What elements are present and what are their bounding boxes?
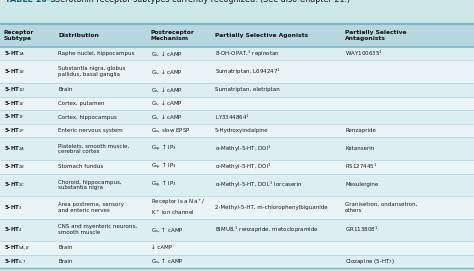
- Text: Brain: Brain: [58, 259, 73, 264]
- Text: G$_q$, ↑ IP$_3$: G$_q$, ↑ IP$_3$: [151, 179, 177, 191]
- Text: Cortex, hippocampus: Cortex, hippocampus: [58, 115, 117, 120]
- Text: G$_q$, ↑ IP$_3$: G$_q$, ↑ IP$_3$: [151, 161, 177, 172]
- Bar: [0, 255, 474, 268]
- Text: CNS and myenteric neurons,
smooth muscle: CNS and myenteric neurons, smooth muscle: [58, 224, 137, 235]
- Text: Platelets, smooth muscle,
cerebral cortex: Platelets, smooth muscle, cerebral corte…: [58, 143, 129, 154]
- Text: 5-HT$_{1D}$: 5-HT$_{1D}$: [4, 85, 26, 94]
- Text: Distribution: Distribution: [58, 33, 99, 38]
- Text: 5-HT$_{5A,B}$: 5-HT$_{5A,B}$: [4, 244, 30, 252]
- Bar: [0, 24, 474, 47]
- Text: Substantia nigra, globus
pallidus, basal ganglia: Substantia nigra, globus pallidus, basal…: [58, 66, 126, 77]
- Text: α-Methyl-5-HT, DOI,$^1$ lorcaserin: α-Methyl-5-HT, DOI,$^1$ lorcaserin: [215, 180, 302, 190]
- Text: Receptor
Subtype: Receptor Subtype: [4, 30, 34, 41]
- Text: Cortex, putamen: Cortex, putamen: [58, 101, 105, 106]
- Text: Ketanserin: Ketanserin: [345, 146, 374, 151]
- Text: 5-HT$_{1E}$: 5-HT$_{1E}$: [4, 99, 25, 108]
- Text: BIMU8,$^1$ renzapride, metoclopramide: BIMU8,$^1$ renzapride, metoclopramide: [215, 225, 319, 235]
- Bar: [0, 60, 474, 83]
- Text: 5-HT$_{6,7}$: 5-HT$_{6,7}$: [4, 257, 27, 266]
- Text: Stomach fundus: Stomach fundus: [58, 164, 103, 169]
- Bar: [0, 196, 474, 218]
- Text: Area postrema, sensory
and enteric nerves: Area postrema, sensory and enteric nerve…: [58, 202, 124, 213]
- Text: Clozapine (5-HT$_7$): Clozapine (5-HT$_7$): [345, 257, 395, 266]
- Text: TABLE 16–3: TABLE 16–3: [5, 0, 56, 5]
- Text: Enteric nervous system: Enteric nervous system: [58, 128, 123, 133]
- Text: Sumatriptan, eletriptan: Sumatriptan, eletriptan: [215, 87, 280, 92]
- Text: Serotonin receptor subtypes currently recognized. (See also Chapter 21.): Serotonin receptor subtypes currently re…: [50, 0, 350, 5]
- Text: 5-HT$_4$: 5-HT$_4$: [4, 225, 23, 234]
- Bar: [0, 160, 474, 174]
- Text: 5-HT$_3$: 5-HT$_3$: [4, 203, 22, 212]
- Text: 5-HT$_{1F}$: 5-HT$_{1F}$: [4, 112, 25, 121]
- Text: RS127445$^1$: RS127445$^1$: [345, 162, 378, 172]
- Text: G$_i$, ↓ cAMP: G$_i$, ↓ cAMP: [151, 112, 182, 122]
- Text: 5-HT$_{2C}$: 5-HT$_{2C}$: [4, 180, 26, 189]
- Bar: [0, 110, 474, 124]
- Text: Raphe nuclei, hippocampus: Raphe nuclei, hippocampus: [58, 51, 135, 56]
- Text: G$_i$, ↓ cAMP: G$_i$, ↓ cAMP: [151, 49, 182, 59]
- Text: Choroid, hippocampus,
substantia nigra: Choroid, hippocampus, substantia nigra: [58, 179, 122, 190]
- Text: Partially Selective Agonists: Partially Selective Agonists: [215, 33, 308, 38]
- Text: LY3344864$^1$: LY3344864$^1$: [215, 112, 250, 122]
- Text: G$_s$, ↑ cAMP: G$_s$, ↑ cAMP: [151, 257, 183, 266]
- Text: Receptor is a Na$^+$/
K$^+$ ion channel: Receptor is a Na$^+$/ K$^+$ ion channel: [151, 197, 205, 217]
- Text: Granisetron, ondansetron,
others: Granisetron, ondansetron, others: [345, 202, 418, 213]
- Text: Brain: Brain: [58, 87, 73, 92]
- Text: G$_s$, ↑ cAMP: G$_s$, ↑ cAMP: [151, 225, 183, 235]
- Text: 5-HT$_{2A}$: 5-HT$_{2A}$: [4, 144, 25, 153]
- Text: G$_i$, ↓ cAMP: G$_i$, ↓ cAMP: [151, 85, 182, 95]
- Text: G$_q$, ↑ IP$_3$: G$_q$, ↑ IP$_3$: [151, 143, 177, 154]
- Bar: [0, 218, 474, 241]
- Text: GR113808$^1$: GR113808$^1$: [345, 225, 378, 234]
- Text: G$_o$, slow EPSP: G$_o$, slow EPSP: [151, 126, 191, 135]
- Bar: [0, 83, 474, 96]
- Text: α-Methyl-5-HT, DOI$^1$: α-Methyl-5-HT, DOI$^1$: [215, 162, 272, 172]
- Text: 5-Hydroxyindalpine: 5-Hydroxyindalpine: [215, 128, 268, 133]
- Bar: [0, 137, 474, 160]
- Text: WAY100635$^1$: WAY100635$^1$: [345, 49, 383, 58]
- Bar: [0, 174, 474, 196]
- Text: 5-HT$_{1P}$: 5-HT$_{1P}$: [4, 126, 25, 135]
- Bar: [0, 241, 474, 255]
- Text: Mesulergine: Mesulergine: [345, 182, 378, 187]
- Text: ↓ cAMP: ↓ cAMP: [151, 245, 172, 250]
- Text: G$_i$, ↓ cAMP: G$_i$, ↓ cAMP: [151, 67, 182, 77]
- Bar: [0, 96, 474, 110]
- Bar: [0, 0, 474, 24]
- Text: α-Methyl-5-HT, DOI$^1$: α-Methyl-5-HT, DOI$^1$: [215, 144, 272, 154]
- Text: 5-HT$_{1A}$: 5-HT$_{1A}$: [4, 49, 25, 58]
- Bar: [0, 47, 474, 60]
- Text: 2-Methyl-5-HT, m-chlorophenylbiguanide: 2-Methyl-5-HT, m-chlorophenylbiguanide: [215, 205, 328, 210]
- Text: 8-OH-OPAT,$^1$ repinotan: 8-OH-OPAT,$^1$ repinotan: [215, 49, 280, 59]
- Text: Sumatriptan, L694247$^1$: Sumatriptan, L694247$^1$: [215, 67, 281, 77]
- Text: Brain: Brain: [58, 245, 73, 250]
- Text: G$_i$, ↓ cAMP: G$_i$, ↓ cAMP: [151, 99, 182, 108]
- Text: Renzapride: Renzapride: [345, 128, 376, 133]
- Bar: [0, 124, 474, 137]
- Text: Postreceptor
Mechanism: Postreceptor Mechanism: [151, 30, 195, 41]
- Text: 5-HT$_{2B}$: 5-HT$_{2B}$: [4, 162, 25, 171]
- Text: Partially Selective
Antagonists: Partially Selective Antagonists: [345, 30, 407, 41]
- Text: 5-HT$_{1B}$: 5-HT$_{1B}$: [4, 67, 25, 76]
